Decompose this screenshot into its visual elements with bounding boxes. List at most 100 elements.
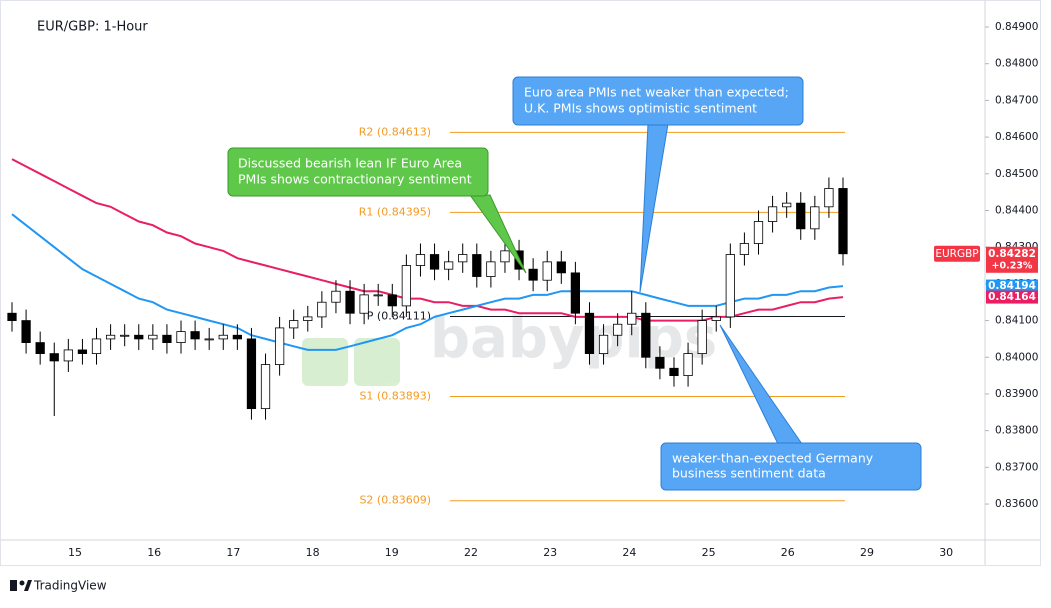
- x-tick-label: 17: [226, 546, 240, 559]
- callout: Discussed bearish lean IF Euro Area PMIs…: [227, 147, 527, 274]
- candle-body: [655, 356, 665, 369]
- callout-text: weaker-than-expected Germany: [672, 451, 874, 466]
- candle-body: [7, 312, 17, 321]
- candle-body: [556, 261, 566, 274]
- y-tick-label: 0.84800: [995, 58, 1038, 70]
- pivot-label: R2 (0.84613): [359, 125, 431, 138]
- callout-text: U.K. PMIs shows optimistic sentiment: [524, 101, 757, 116]
- brand-logo: [19, 580, 25, 586]
- price-tag-value: 0.84282: [988, 248, 1036, 260]
- candle-body: [824, 188, 834, 208]
- candle-body: [458, 254, 468, 263]
- candle-body: [767, 206, 778, 222]
- candle-body: [148, 334, 158, 340]
- x-tick-label: 26: [781, 546, 795, 559]
- callout-text: Euro area PMIs net weaker than expected;: [524, 85, 789, 100]
- callout: weaker-than-expected Germany business se…: [660, 324, 922, 491]
- candle-body: [373, 294, 383, 297]
- brand: TradingView: [10, 579, 107, 593]
- candle-body: [91, 338, 102, 354]
- x-tick-label: 22: [464, 546, 478, 559]
- price-tag: [986, 246, 1038, 273]
- candle-body: [246, 338, 257, 410]
- price-tag: [986, 279, 1038, 293]
- candle-body: [162, 334, 172, 343]
- candle-body: [260, 364, 271, 410]
- candle-body: [683, 353, 693, 377]
- candle-body: [472, 254, 482, 277]
- y-tick-label: 0.84600: [995, 131, 1038, 143]
- candle-body: [444, 261, 454, 270]
- candle-body: [584, 312, 595, 354]
- candle-body: [570, 272, 581, 314]
- candle-body: [232, 334, 242, 340]
- candle-body: [627, 312, 637, 325]
- candle-body: [176, 331, 186, 343]
- price-tag-value: 0.84164: [988, 291, 1036, 303]
- callout-box: [512, 76, 804, 126]
- x-tick-label: 29: [860, 546, 874, 559]
- candle-body: [739, 243, 750, 255]
- x-tick-label: 30: [939, 546, 953, 559]
- candle-body: [289, 320, 299, 329]
- x-tick-label: 25: [702, 546, 716, 559]
- callout-text: business sentiment data: [672, 466, 826, 481]
- symbol-tag-label: EURGBP: [935, 248, 978, 260]
- candle-body: [134, 334, 144, 340]
- callout-text: PMIs shows contractionary sentiment: [238, 172, 472, 187]
- price-tag-value: 0.84194: [988, 280, 1036, 292]
- chart-title: EUR/GBP: 1-Hour: [37, 20, 148, 35]
- candle-body: [204, 338, 214, 341]
- candle-body: [528, 268, 538, 281]
- y-tick-label: 0.83600: [995, 498, 1038, 510]
- candle-body: [429, 254, 440, 270]
- y-tick-label: 0.84000: [995, 351, 1038, 363]
- x-tick-label: 16: [147, 546, 161, 559]
- candle-body: [782, 202, 792, 208]
- candle-body: [77, 349, 88, 354]
- candle-body: [345, 290, 355, 314]
- candle-body: [303, 316, 313, 321]
- candle-body: [697, 320, 707, 354]
- candle-body: [796, 202, 806, 230]
- candle-body: [711, 316, 721, 321]
- watermark-logo: [354, 338, 400, 386]
- x-tick-label: 19: [385, 546, 399, 559]
- callout-box: [227, 147, 489, 197]
- candle-body: [753, 221, 764, 244]
- price-tag-change: +0.23%: [992, 260, 1033, 271]
- candle-body: [105, 334, 116, 340]
- candle-body: [120, 334, 130, 337]
- callout-box: [660, 442, 922, 491]
- candle-body: [49, 353, 59, 362]
- y-tick-label: 0.84100: [995, 315, 1038, 327]
- candle-body: [669, 367, 679, 377]
- y-tick-label: 0.83700: [995, 461, 1038, 473]
- pivot-label: S1 (0.83893): [359, 390, 431, 403]
- candle-body: [810, 206, 820, 230]
- moving-average: [11, 213, 844, 351]
- y-tick-label: 0.84500: [995, 168, 1038, 180]
- x-tick-label: 23: [543, 546, 557, 559]
- candle-body: [317, 301, 327, 318]
- candle-body: [35, 342, 45, 354]
- candle-body: [486, 261, 496, 277]
- candle-body: [387, 294, 397, 307]
- pivot-label: S2 (0.83609): [359, 494, 431, 507]
- x-tick-label: 24: [622, 546, 636, 559]
- candle-body: [359, 294, 369, 314]
- x-tick-label: 18: [306, 546, 320, 559]
- marks: 0.84900 0.84800 0.84700 0.84600 0.84500 0.844…: [7, 21, 1038, 559]
- moving-average: [11, 158, 844, 322]
- symbol-tag: [934, 245, 980, 262]
- candle-body: [598, 334, 609, 354]
- y-tick-label: 0.84400: [995, 204, 1038, 216]
- candle-body: [613, 323, 623, 336]
- candle-body: [542, 261, 552, 281]
- candle-body: [274, 327, 285, 366]
- callout: Euro area PMIs net weaker than expected;…: [512, 76, 804, 293]
- candle-body: [415, 254, 426, 266]
- pivot-label: P (0.84111): [367, 310, 431, 323]
